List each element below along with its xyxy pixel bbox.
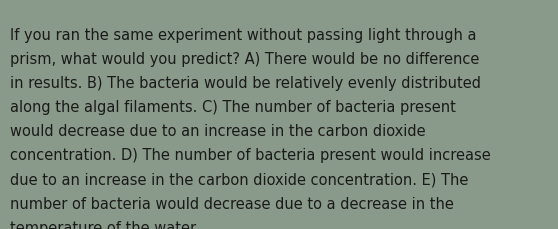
Text: concentration. D) The number of bacteria present would increase: concentration. D) The number of bacteria… <box>10 148 491 163</box>
Text: would decrease due to an increase in the carbon dioxide: would decrease due to an increase in the… <box>10 124 426 139</box>
Text: in results. B) The bacteria would be relatively evenly distributed: in results. B) The bacteria would be rel… <box>10 76 481 90</box>
Text: number of bacteria would decrease due to a decrease in the: number of bacteria would decrease due to… <box>10 196 454 211</box>
Text: along the algal filaments. C) The number of bacteria present: along the algal filaments. C) The number… <box>10 100 456 114</box>
Text: If you ran the same experiment without passing light through a: If you ran the same experiment without p… <box>10 27 477 42</box>
Text: prism, what would you predict? A) There would be no difference: prism, what would you predict? A) There … <box>10 52 479 66</box>
Text: due to an increase in the carbon dioxide concentration. E) The: due to an increase in the carbon dioxide… <box>10 172 468 187</box>
Text: temperature of the water.: temperature of the water. <box>10 220 200 229</box>
